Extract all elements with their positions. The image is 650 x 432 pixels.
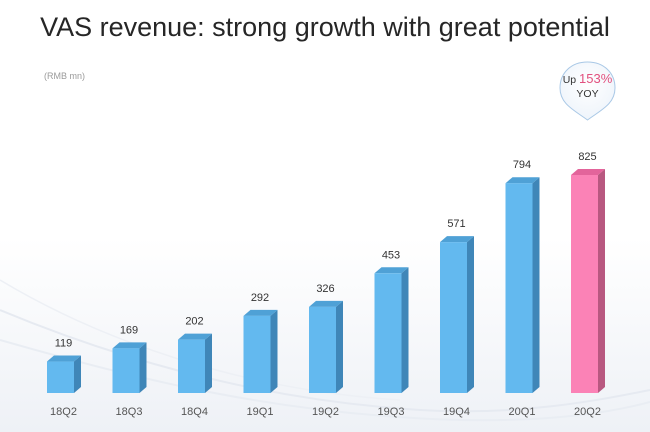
- bar-top: [505, 177, 540, 184]
- bar-side: [74, 355, 81, 393]
- bar-top: [112, 342, 147, 349]
- bar-side: [139, 342, 147, 393]
- bar-top: [309, 300, 343, 307]
- data-label: 292: [251, 292, 269, 304]
- bar-top: [440, 236, 474, 243]
- x-tick-label: 20Q2: [574, 406, 601, 418]
- bar: [47, 361, 74, 393]
- unit-label: (RMB mn): [44, 71, 85, 81]
- bar: [309, 306, 336, 393]
- bar-side: [467, 236, 474, 393]
- data-label: 571: [447, 218, 465, 230]
- yoy-growth-badge: Up 153% YOY: [557, 60, 618, 122]
- bar-side: [598, 169, 605, 393]
- x-tick-label: 18Q4: [181, 406, 208, 418]
- bar: [243, 315, 271, 393]
- data-label: 453: [382, 249, 400, 261]
- data-label: 794: [513, 159, 531, 171]
- x-tick-label: 19Q2: [312, 406, 339, 418]
- data-label: 169: [120, 324, 138, 336]
- x-tick-label: 20Q1: [509, 406, 536, 418]
- bar-side: [532, 177, 540, 393]
- bar: [178, 339, 205, 393]
- data-label: 825: [578, 151, 596, 163]
- bar: [505, 183, 533, 393]
- data-label: 326: [316, 283, 334, 295]
- x-tick-label: 19Q3: [378, 406, 405, 418]
- bar-side: [336, 300, 343, 393]
- background-waves: [0, 279, 650, 422]
- bar: [112, 348, 140, 393]
- bar-top: [243, 309, 278, 316]
- bar-top: [47, 355, 81, 362]
- badge-percent: 153%: [579, 71, 613, 86]
- bar: [374, 273, 402, 393]
- data-label: 202: [185, 316, 203, 328]
- x-tick-label: 18Q3: [116, 406, 143, 418]
- bar-side: [205, 333, 212, 393]
- x-tick-label: 19Q1: [247, 406, 274, 418]
- badge-bubble-icon: [559, 61, 616, 121]
- bar-top: [374, 267, 409, 274]
- bar: [571, 175, 598, 393]
- badge-suffix: YOY: [576, 88, 599, 100]
- badge-prefix: Up: [562, 74, 577, 86]
- x-tick-label: 19Q4: [443, 406, 470, 418]
- bar-top: [178, 333, 212, 340]
- bar-top: [571, 169, 605, 175]
- chart-title: VAS revenue: strong growth with great po…: [40, 12, 610, 42]
- data-label: 119: [55, 338, 73, 350]
- x-tick-label: 18Q2: [50, 406, 77, 418]
- bar-side: [270, 309, 278, 393]
- bar-side: [401, 267, 409, 393]
- bar: [440, 242, 467, 393]
